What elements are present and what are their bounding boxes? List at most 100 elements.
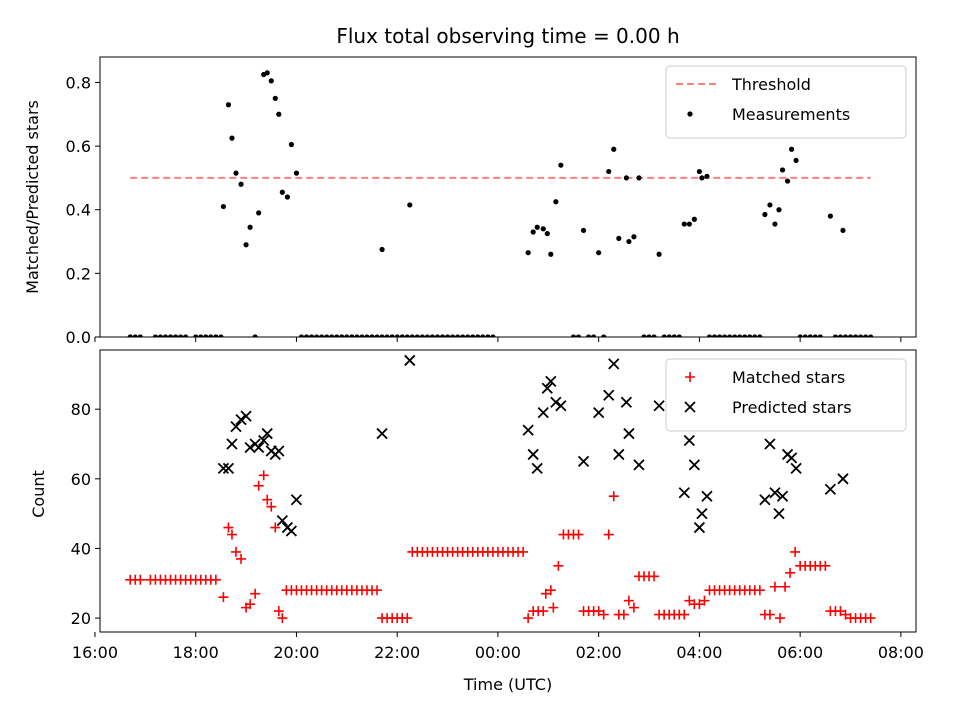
- data-point: [419, 334, 425, 337]
- data-point: [779, 167, 786, 173]
- data-point: [608, 491, 619, 502]
- data-point: [752, 334, 758, 337]
- y-tick-label: 0.2: [66, 264, 91, 283]
- data-point: [530, 229, 536, 235]
- data-point: [235, 413, 247, 426]
- legend-label: Measurements: [732, 105, 850, 124]
- data-point: [364, 334, 370, 337]
- data-point: [633, 459, 645, 471]
- ratio-panel: 0.0 0.2 0.4 0.6 0.8 Threshold Measurements: [66, 56, 917, 347]
- data-point: [424, 334, 431, 337]
- data-point: [298, 334, 305, 337]
- data-point: [525, 250, 531, 256]
- data-point: [544, 230, 550, 237]
- data-point: [480, 334, 486, 337]
- data-point: [379, 334, 385, 337]
- data-point: [253, 441, 265, 454]
- data-point: [218, 334, 224, 337]
- series-predicted-stars: [217, 354, 849, 537]
- data-point: [236, 553, 247, 564]
- data-point: [696, 168, 703, 175]
- data-point: [611, 146, 617, 152]
- data-point: [273, 445, 285, 457]
- data-point: [812, 334, 818, 337]
- data-point: [193, 334, 199, 337]
- axes-frame: [99, 349, 917, 633]
- data-point: [256, 210, 262, 216]
- data-point: [553, 199, 559, 205]
- data-point: [683, 434, 695, 447]
- count-panel: 20 40 60 80 16:00 18:00 20:00 22:00 00:00 02:00 04…: [71, 349, 924, 662]
- data-point: [742, 334, 748, 337]
- top-y-axis-label: Matched/Predicted stars: [23, 100, 42, 294]
- x-tick-label: 18:00: [173, 643, 219, 662]
- data-point: [157, 334, 164, 337]
- data-point: [696, 507, 708, 520]
- data-point: [389, 334, 395, 337]
- data-point: [444, 334, 451, 337]
- data-point: [293, 170, 300, 176]
- data-point: [231, 546, 241, 557]
- y-tick-label: 0.4: [66, 201, 91, 220]
- data-point: [691, 216, 697, 222]
- data-point: [344, 334, 350, 337]
- data-point: [684, 595, 695, 606]
- data-point: [376, 427, 388, 440]
- data-point: [541, 382, 553, 394]
- data-point: [538, 606, 549, 617]
- data-point: [550, 396, 562, 408]
- data-point: [226, 438, 238, 450]
- data-point: [618, 609, 629, 620]
- y-tick-label: 0.8: [66, 73, 91, 92]
- data-point: [737, 334, 743, 337]
- data-point: [261, 427, 273, 440]
- data-point: [764, 609, 775, 620]
- data-point: [585, 334, 592, 337]
- data-point: [575, 334, 582, 337]
- data-point: [268, 78, 274, 84]
- data-point: [776, 490, 789, 502]
- data-point: [470, 334, 476, 337]
- data-point: [531, 462, 543, 475]
- y-tick-label: 40: [71, 539, 91, 558]
- data-point: [540, 588, 551, 599]
- data-point: [606, 168, 612, 175]
- legend-swatch: [687, 111, 693, 117]
- data-point: [732, 334, 738, 337]
- data-point: [167, 334, 174, 337]
- data-point: [613, 448, 625, 461]
- data-point: [784, 178, 791, 184]
- data-point: [769, 487, 781, 499]
- data-point: [620, 396, 633, 408]
- data-point: [222, 462, 235, 475]
- x-tick-label: 20:00: [273, 643, 319, 662]
- data-point: [339, 334, 345, 337]
- data-point: [802, 334, 808, 337]
- data-point: [354, 334, 360, 337]
- data-point: [324, 334, 330, 337]
- data-point: [384, 334, 390, 337]
- data-point: [797, 334, 803, 337]
- data-point: [759, 494, 771, 506]
- data-point: [555, 400, 567, 412]
- data-point: [706, 334, 713, 337]
- x-axis-label: Time (UTC): [463, 675, 552, 694]
- data-point: [449, 334, 456, 337]
- data-point: [270, 522, 281, 533]
- data-point: [832, 334, 839, 337]
- data-point: [277, 613, 288, 624]
- y-tick-label: 20: [71, 609, 91, 628]
- data-point: [313, 334, 320, 337]
- data-point: [580, 227, 587, 234]
- data-point: [127, 334, 133, 337]
- data-point: [359, 334, 365, 337]
- data-point: [646, 334, 652, 337]
- x-tick-label: 04:00: [676, 643, 722, 662]
- data-point: [764, 438, 776, 450]
- data-point: [852, 334, 859, 337]
- data-point: [868, 334, 874, 337]
- data-point: [177, 334, 184, 337]
- data-point: [152, 334, 159, 337]
- data-point: [608, 358, 620, 370]
- data-point: [475, 334, 481, 337]
